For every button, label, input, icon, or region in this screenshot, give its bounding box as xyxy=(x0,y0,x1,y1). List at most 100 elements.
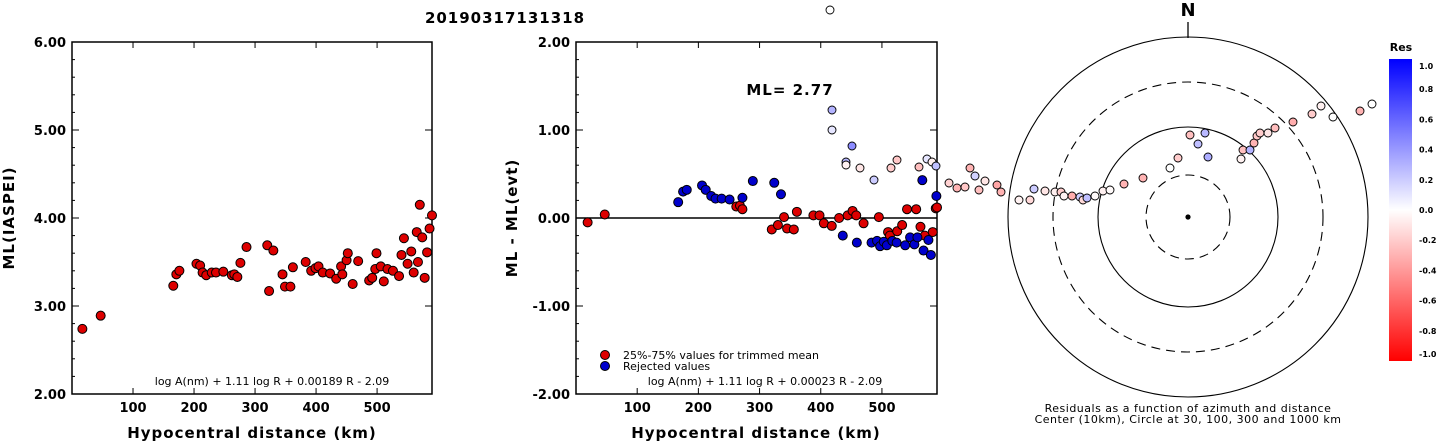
rejected-point xyxy=(917,175,928,186)
legend-rejected-label: Rejected values xyxy=(623,360,710,373)
ml-y-tick-label: 6.00 xyxy=(34,36,66,51)
residual-x-tick-label: 300 xyxy=(746,401,773,416)
ml-point xyxy=(268,245,279,256)
residual-point xyxy=(1029,184,1039,194)
residual-point xyxy=(1245,145,1255,155)
ml-x-tick-label: 400 xyxy=(302,401,329,416)
rejected-point xyxy=(900,240,911,251)
residual-point xyxy=(892,155,902,165)
rejected-point xyxy=(918,245,929,256)
rejected-point xyxy=(737,192,748,203)
distance-ring-30km xyxy=(1145,174,1231,260)
rejected-point xyxy=(931,191,942,201)
residual-point xyxy=(1288,117,1298,127)
accepted-point xyxy=(826,220,837,231)
rejected-point xyxy=(673,197,684,208)
accepted-point xyxy=(772,220,783,231)
residual-x-tick-label: 400 xyxy=(807,401,834,416)
residual-point xyxy=(1316,101,1326,111)
residual-point xyxy=(1236,154,1246,164)
accepted-point xyxy=(779,212,790,223)
ml-point xyxy=(378,276,389,287)
ml-y-tick-label: 3.00 xyxy=(34,300,66,315)
rejected-point xyxy=(681,184,692,195)
residual-point xyxy=(1185,130,1195,140)
colorbar-title: Res xyxy=(1390,41,1413,54)
residual-point xyxy=(914,162,924,172)
residual-point xyxy=(1082,193,1092,203)
legend: 25%-75% values for trimmed mean Rejected… xyxy=(600,349,819,373)
rejected-point xyxy=(925,249,936,260)
residual-point xyxy=(996,187,1006,197)
rejected-point xyxy=(775,189,786,200)
residual-point xyxy=(1040,186,1050,196)
residual-point xyxy=(1025,195,1035,205)
ml-x-tick-label: 200 xyxy=(180,401,207,416)
residual-point xyxy=(1367,99,1377,109)
residual-y-tick-label: 0.00 xyxy=(538,212,570,227)
accepted-point xyxy=(897,220,908,231)
colorbar-tick-label: 0.0 xyxy=(1419,206,1434,215)
residual-formula: log A(nm) + 1.11 log R + 0.00023 R - 2.0… xyxy=(648,375,882,388)
residual-y-tick-label: -1.00 xyxy=(533,300,570,315)
colorbar-tick-label: -0.2 xyxy=(1419,236,1437,245)
ml-y-tick-label: 2.00 xyxy=(34,388,66,403)
residual-point xyxy=(847,141,857,151)
colorbar-tick-label: 0.6 xyxy=(1419,115,1434,124)
residual-point xyxy=(1270,123,1280,133)
accepted-point xyxy=(791,206,802,217)
residual-point xyxy=(1193,139,1203,149)
accepted-point xyxy=(851,210,862,221)
accepted-point xyxy=(582,217,593,228)
accepted-point xyxy=(902,204,913,215)
residual-point xyxy=(974,185,984,195)
caption-line-1: Residuals as a function of azimuth and d… xyxy=(1045,402,1332,415)
ml-point xyxy=(300,257,311,267)
ml-point xyxy=(414,199,425,210)
rejected-point xyxy=(891,237,902,248)
accepted-point xyxy=(737,204,748,215)
rejected-point xyxy=(923,235,934,245)
ml-x-axis-label: Hypocentral distance (km) xyxy=(127,424,377,441)
ml-point xyxy=(232,271,243,282)
residual-point xyxy=(855,163,865,173)
ml-point xyxy=(342,248,353,259)
colorbar xyxy=(1389,59,1412,361)
distance-ring-300km xyxy=(1052,81,1324,353)
ml-point xyxy=(241,242,252,253)
ml-point xyxy=(412,257,423,267)
legend-rejected-marker xyxy=(600,361,610,371)
colorbar-tick-label: -0.4 xyxy=(1419,266,1437,275)
rejected-point xyxy=(700,184,711,195)
residual-point xyxy=(992,180,1002,190)
rejected-point xyxy=(747,176,758,187)
ml-point xyxy=(77,323,88,334)
ml-x-tick-label: 500 xyxy=(364,401,391,416)
residual-point xyxy=(980,176,990,186)
residual-point xyxy=(1119,179,1129,189)
colorbar-tick-label: 0.8 xyxy=(1419,85,1434,94)
legend-accepted-marker xyxy=(600,350,610,360)
ml-point xyxy=(402,258,413,269)
ml-point xyxy=(277,269,288,280)
colorbar-tick-label: -0.8 xyxy=(1419,327,1437,336)
residual-x-axis-label: Hypocentral distance (km) xyxy=(631,424,881,441)
accepted-point xyxy=(873,212,884,223)
residual-point xyxy=(1200,128,1210,138)
colorbar-tick-label: 1.0 xyxy=(1419,62,1434,71)
ml-point xyxy=(417,232,428,243)
colorbar-tick-label: -1.0 xyxy=(1419,350,1437,359)
ml-y-tick-label: 4.00 xyxy=(34,212,66,227)
residual-point xyxy=(869,175,879,185)
rejected-point xyxy=(912,232,923,243)
ml-point xyxy=(367,272,378,283)
residual-point xyxy=(827,125,837,135)
accepted-point xyxy=(814,210,825,221)
ml-point xyxy=(427,210,437,221)
residual-y-axis-label: ML - ML(evt) xyxy=(503,159,521,277)
ml-point xyxy=(287,262,298,273)
accepted-point xyxy=(834,213,845,223)
ml-point xyxy=(95,310,106,321)
distance-ring-1000km xyxy=(1007,36,1369,398)
